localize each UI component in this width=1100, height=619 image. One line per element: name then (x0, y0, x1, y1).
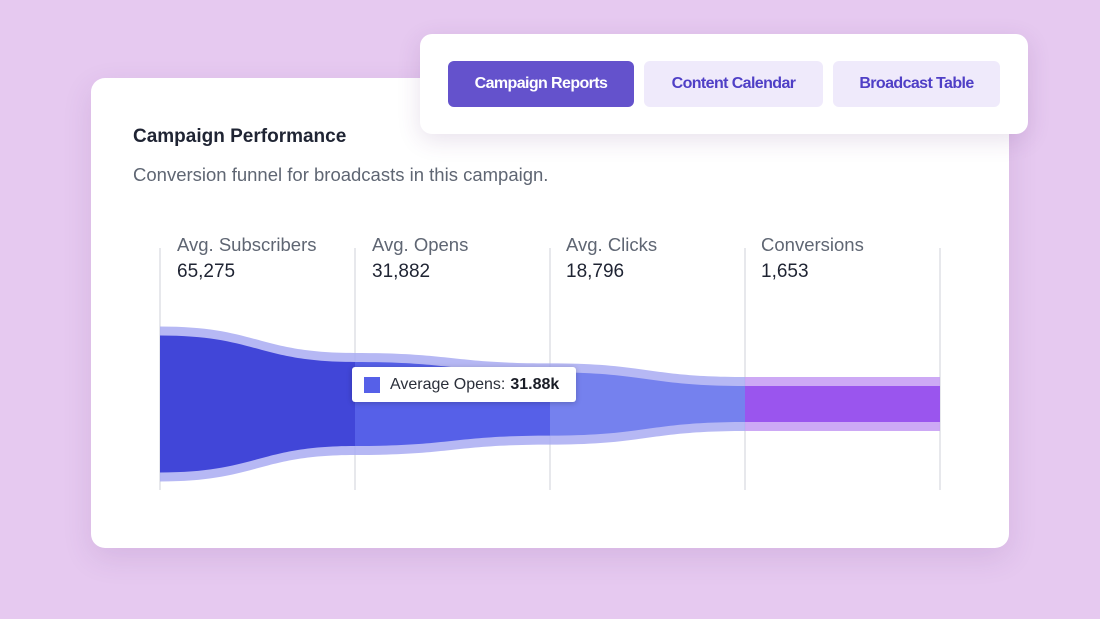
report-tabs: Campaign Reports Content Calendar Broadc… (420, 34, 1028, 134)
stage-value-conversions: 1,653 (761, 261, 809, 282)
stage-value-subscribers: 65,275 (177, 261, 236, 282)
stage-value-clicks: 18,796 (566, 261, 625, 282)
funnel-segment-subscribers (160, 335, 355, 473)
funnel-segment-clicks (550, 372, 745, 436)
tooltip-swatch (364, 376, 380, 393)
stage-value-opens: 31,882 (372, 261, 431, 282)
funnel-segment-conversions (745, 386, 940, 422)
tooltip-value: 31.88k (510, 375, 560, 393)
stage-label-clicks: Avg. Clicks (566, 234, 658, 255)
tab-broadcast-table[interactable]: Broadcast Table (833, 61, 1000, 107)
tab-campaign-reports[interactable]: Campaign Reports (448, 61, 634, 107)
campaign-performance-card: Campaign Performance Conversion funnel f… (91, 78, 1009, 548)
chart-tooltip: Average Opens: 31.88k (352, 367, 576, 402)
stage-label-conversions: Conversions (761, 234, 864, 255)
card-subtitle: Conversion funnel for broadcasts in this… (133, 164, 549, 185)
tab-content-calendar[interactable]: Content Calendar (644, 61, 823, 107)
tooltip-series: Average Opens: (390, 375, 506, 393)
funnel-chart (159, 248, 941, 490)
stage-label-opens: Avg. Opens (372, 234, 469, 255)
stage-label-subscribers: Avg. Subscribers (177, 234, 317, 255)
card-title: Campaign Performance (133, 126, 347, 147)
